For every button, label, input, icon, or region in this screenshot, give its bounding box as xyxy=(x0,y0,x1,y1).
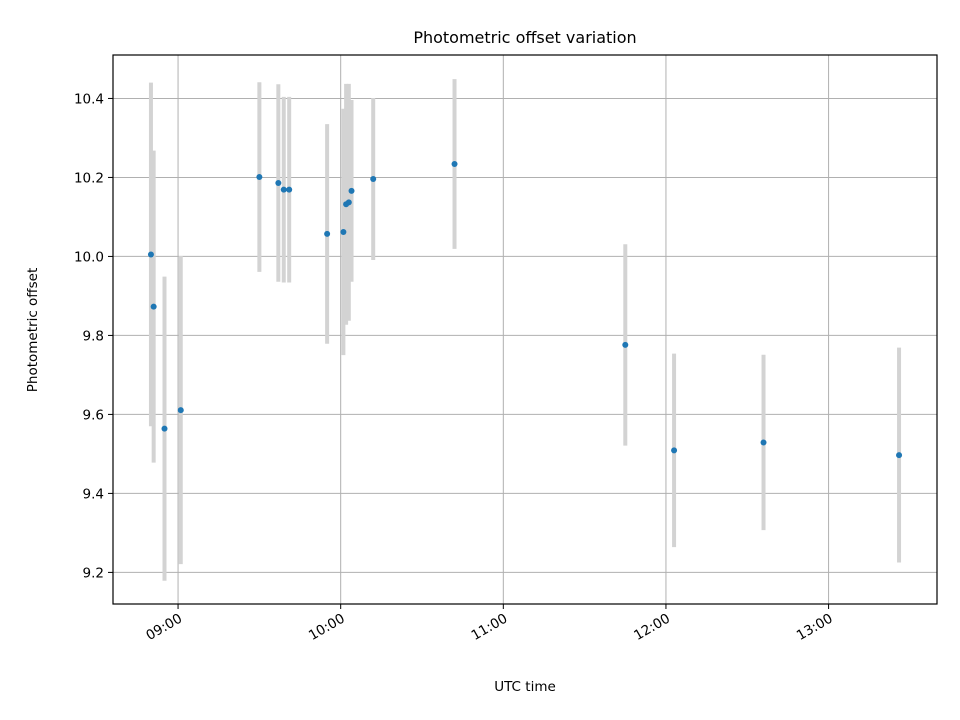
data-point xyxy=(370,176,377,183)
data-point xyxy=(147,251,154,258)
data-point xyxy=(280,186,287,193)
data-point xyxy=(451,161,458,168)
data-point xyxy=(340,228,347,235)
x-tick-label: 13:00 xyxy=(794,611,836,644)
y-tick-label: 9.8 xyxy=(83,328,104,344)
y-tick-label: 9.6 xyxy=(83,407,104,423)
x-tick-label: 12:00 xyxy=(631,611,673,644)
x-axis-label: UTC time xyxy=(494,679,556,695)
data-point xyxy=(150,303,157,310)
data-point xyxy=(622,341,629,348)
x-axis: 09:00 10:00 11:00 12:00 13:00 xyxy=(143,604,836,644)
data-point xyxy=(345,199,352,206)
chart-title: Photometric offset variation xyxy=(413,28,636,47)
data-point xyxy=(256,174,263,181)
y-tick-label: 9.4 xyxy=(83,486,104,502)
data-point xyxy=(177,407,184,414)
y-tick-label: 10.4 xyxy=(74,91,104,107)
x-tick-label: 10:00 xyxy=(306,611,348,644)
data-point xyxy=(896,452,903,459)
data-point xyxy=(275,179,282,186)
data-point xyxy=(671,447,678,454)
plot-frame xyxy=(112,54,938,605)
data-point xyxy=(286,186,293,193)
y-axis: 9.2 9.4 9.6 9.8 10.0 10.2 10.4 xyxy=(74,91,113,581)
x-tick-label: 11:00 xyxy=(469,611,511,644)
grid-lines xyxy=(113,55,937,604)
x-tick-label: 09:00 xyxy=(143,611,185,644)
y-tick-label: 10.0 xyxy=(74,249,104,265)
data-points xyxy=(147,161,903,459)
data-point xyxy=(760,439,767,446)
data-point xyxy=(348,187,355,194)
y-axis-label: Photometric offset xyxy=(25,268,41,392)
y-tick-label: 10.2 xyxy=(74,170,104,186)
data-point xyxy=(324,230,331,237)
y-tick-label: 9.2 xyxy=(83,565,104,581)
errorbars xyxy=(148,79,902,581)
data-point xyxy=(161,425,168,432)
